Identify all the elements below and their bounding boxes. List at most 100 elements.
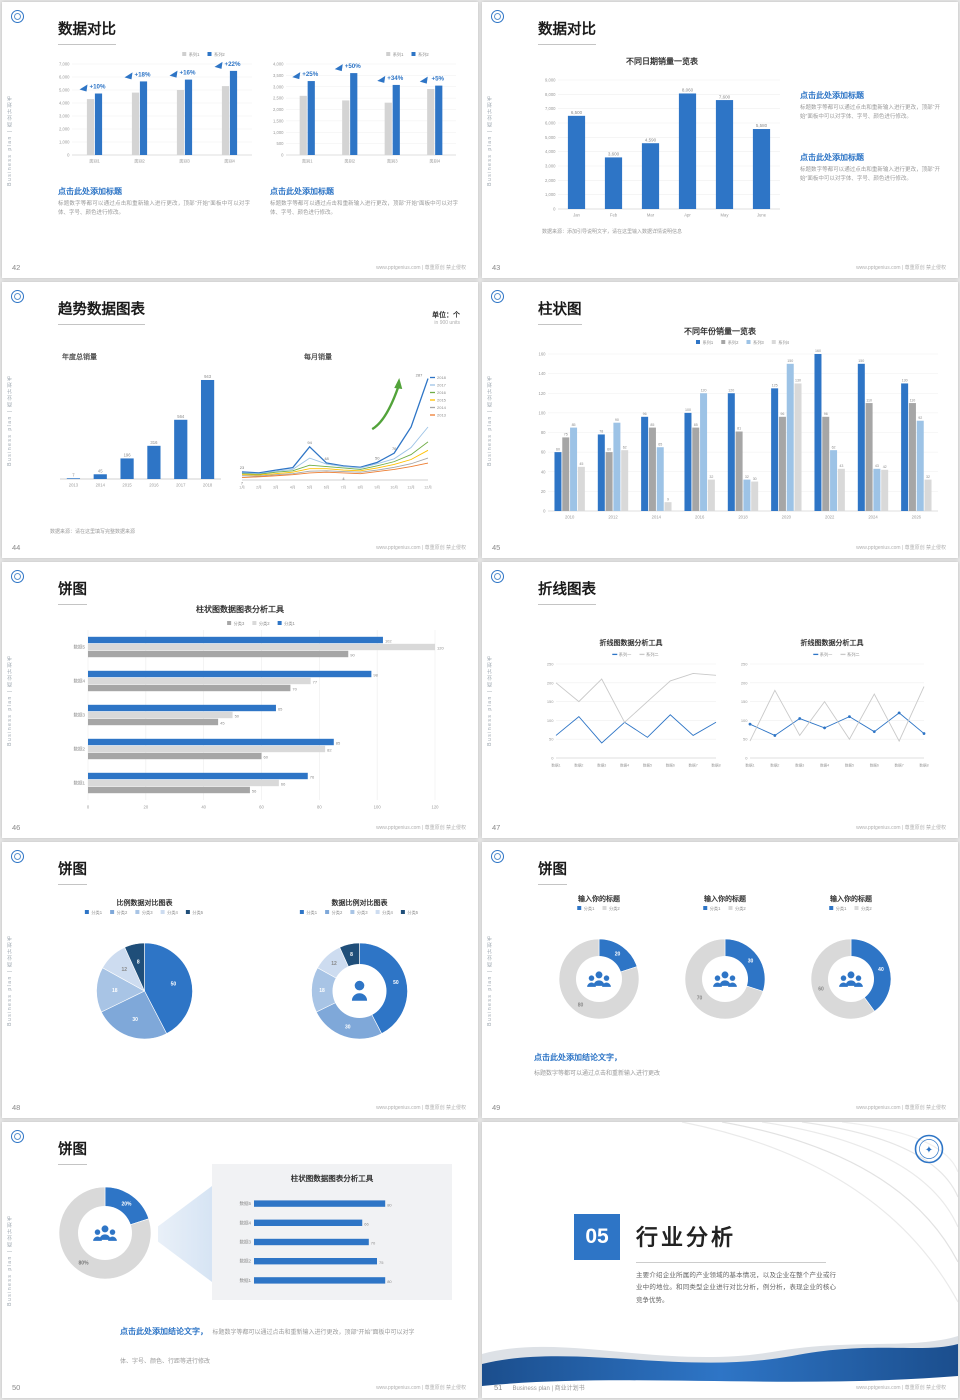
svg-text:100: 100 bbox=[374, 805, 382, 810]
conclusion-heading: 点击此处添加结论文字， bbox=[534, 1053, 622, 1062]
svg-text:32: 32 bbox=[709, 475, 713, 479]
slide-46[interactable]: Business plan | 商业计划书 饼图 柱状图数据图表分析工具 分类3… bbox=[2, 562, 478, 838]
svg-text:100: 100 bbox=[685, 408, 691, 412]
slide-footer: www.pptgenius.com | 尊重原创 禁止侵权 bbox=[856, 825, 946, 831]
caption-block: 点击此处添加标题 标题数字等都可以通过点击和重新输入进行更改，顶部“开始”面板中… bbox=[800, 90, 940, 123]
svg-text:45: 45 bbox=[579, 462, 583, 466]
svg-text:0: 0 bbox=[551, 756, 554, 761]
svg-text:2,000: 2,000 bbox=[273, 107, 284, 112]
chart-title: 柱状图数据图表分析工具 bbox=[196, 605, 284, 614]
panel-title: 柱状图数据图表分析工具 bbox=[290, 1174, 374, 1183]
vertical-brand-label: Business plan | 商业计划书 bbox=[7, 654, 13, 746]
slide-42[interactable]: Business plan | 商业计划书 数据对比 系列1 系列2 7,000 6,… bbox=[2, 2, 478, 278]
svg-text:60: 60 bbox=[556, 447, 560, 451]
svg-text:2017: 2017 bbox=[437, 383, 447, 388]
vertical-brand-label: Business plan | 商业计划书 bbox=[487, 934, 493, 1026]
donut-chart-40: 40 60 bbox=[786, 918, 916, 1040]
slide-51[interactable]: ✦ 05 行业分析 主要介绍企业所属的产业领域的基本情况，以及企业在整个产业或行… bbox=[482, 1122, 958, 1398]
footer-brand: Business plan | 商业计划书 bbox=[512, 1386, 585, 1392]
svg-text:Jan: Jan bbox=[573, 213, 580, 218]
brand-logo-icon bbox=[491, 570, 504, 583]
svg-text:2,000: 2,000 bbox=[545, 178, 556, 183]
slide-50[interactable]: Business plan | 商业计划书 饼图 20% 80% 柱状图数据图表分… bbox=[2, 1122, 478, 1398]
svg-text:3,000: 3,000 bbox=[273, 84, 284, 89]
svg-text:85: 85 bbox=[650, 423, 654, 427]
slide-number: 51 bbox=[494, 1383, 503, 1392]
brand-logo-icon bbox=[11, 290, 24, 303]
slide-44[interactable]: Business plan | 商业计划书 趋势数据图表 单位：个 in 900… bbox=[2, 282, 478, 558]
svg-text:65: 65 bbox=[278, 707, 283, 712]
svg-text:2014: 2014 bbox=[652, 515, 662, 520]
svg-text:110: 110 bbox=[910, 398, 916, 402]
svg-text:66: 66 bbox=[281, 782, 286, 787]
slide-title: 数据对比 bbox=[58, 18, 116, 45]
slide-43[interactable]: Business plan | 商业计划书 数据对比 不同日期销量一览表 9,0… bbox=[482, 2, 958, 278]
slide-48[interactable]: Business plan | 商业计划书 饼图 比例数据对比图表 分类1 分类2… bbox=[2, 842, 478, 1118]
svg-text:82: 82 bbox=[327, 748, 332, 753]
donut-legend: 分类1 分类2 bbox=[660, 900, 790, 912]
svg-text:2020: 2020 bbox=[782, 515, 792, 520]
slide-47[interactable]: Business plan | 商业计划书 折线图表 折线图数据分析工具 系列一… bbox=[482, 562, 958, 838]
brand-logo-icon bbox=[11, 10, 24, 23]
svg-text:系列4: 系列4 bbox=[778, 339, 789, 346]
svg-text:30: 30 bbox=[748, 958, 754, 964]
svg-text:78: 78 bbox=[599, 430, 603, 434]
svg-text:66: 66 bbox=[364, 1222, 369, 1227]
svg-text:5月: 5月 bbox=[307, 485, 313, 490]
slide-49[interactable]: Business plan | 商业计划书 饼图 输入你的标题 分类1 分类2 2… bbox=[482, 842, 958, 1118]
svg-text:7,600: 7,600 bbox=[719, 94, 731, 99]
svg-text:32: 32 bbox=[745, 475, 749, 479]
svg-text:70: 70 bbox=[371, 1241, 376, 1246]
svg-text:4,000: 4,000 bbox=[545, 149, 556, 154]
svg-text:8: 8 bbox=[137, 960, 140, 966]
chart-title: 折线图数据分析工具 bbox=[800, 640, 864, 647]
svg-text:100: 100 bbox=[539, 410, 547, 415]
svg-text:类别1: 类别1 bbox=[302, 158, 313, 165]
svg-text:102: 102 bbox=[385, 639, 392, 644]
svg-text:150: 150 bbox=[858, 359, 864, 363]
line-chart-smooth: 系列一 系列二 250 200 150 100 50 0 数据1 数据2 数据3 数据4 数据5 数据6 数… bbox=[540, 650, 722, 768]
donut-title: 输入你的标题 bbox=[830, 896, 872, 903]
svg-text:分类1: 分类1 bbox=[710, 905, 721, 912]
donut-legend: 分类1 分类2 bbox=[786, 900, 916, 912]
svg-text:分类1: 分类1 bbox=[584, 905, 595, 912]
slide-45[interactable]: Business plan | 商业计划书 柱状图 不同年份销量一览表 系列1 系… bbox=[482, 282, 958, 558]
svg-text:30: 30 bbox=[753, 477, 757, 481]
vertical-brand-label: Business plan | 商业计划书 bbox=[487, 374, 493, 466]
svg-text:45: 45 bbox=[98, 468, 103, 473]
svg-text:8,000: 8,000 bbox=[545, 92, 556, 97]
ratio-pie-chart: 50 30 18 12 8 bbox=[87, 926, 202, 1056]
svg-text:分类5: 分类5 bbox=[192, 909, 203, 916]
svg-text:62: 62 bbox=[832, 445, 836, 449]
svg-text:0: 0 bbox=[281, 153, 284, 158]
svg-text:4: 4 bbox=[342, 476, 345, 481]
svg-text:3月: 3月 bbox=[273, 485, 279, 490]
svg-text:2,000: 2,000 bbox=[59, 127, 70, 132]
caption-body: 标题数字等都可以通过点击和重新输入进行更改，顶部“开始”面板中可以对字体、字号、… bbox=[800, 167, 940, 183]
slide-title: 饼图 bbox=[58, 578, 87, 605]
slide-number: 42 bbox=[12, 263, 21, 272]
slide-title: 饼图 bbox=[58, 1138, 87, 1165]
svg-text:分类2: 分类2 bbox=[332, 909, 343, 916]
svg-text:2014: 2014 bbox=[96, 483, 106, 488]
svg-text:数据5: 数据5 bbox=[73, 644, 85, 651]
svg-text:+50%: +50% bbox=[345, 63, 361, 70]
svg-text:May: May bbox=[721, 213, 730, 218]
monthly-sales-line-chart: 1月 2月 3月 4月 5月 6月 7月 8月 9月 10月 11月 12月 2018 2017 2016 2… bbox=[234, 364, 456, 490]
slide-number: 44 bbox=[12, 543, 21, 552]
svg-text:7,000: 7,000 bbox=[59, 62, 70, 67]
svg-text:32: 32 bbox=[926, 475, 930, 479]
svg-text:数据7: 数据7 bbox=[689, 763, 698, 768]
svg-text:62: 62 bbox=[623, 445, 627, 449]
divider bbox=[636, 1262, 826, 1263]
svg-text:40: 40 bbox=[201, 805, 206, 810]
svg-text:110: 110 bbox=[866, 398, 872, 402]
svg-text:1月: 1月 bbox=[239, 485, 245, 490]
svg-text:75: 75 bbox=[379, 1260, 384, 1265]
svg-text:2022: 2022 bbox=[825, 515, 835, 520]
svg-text:数据3: 数据3 bbox=[597, 763, 606, 768]
conclusion: 点击此处添加结论文字， 标题数字等都可以通过点击和重新输入进行更改，顶部“开始”… bbox=[120, 1316, 420, 1374]
svg-text:+16%: +16% bbox=[180, 70, 196, 77]
svg-text:60: 60 bbox=[607, 447, 611, 451]
